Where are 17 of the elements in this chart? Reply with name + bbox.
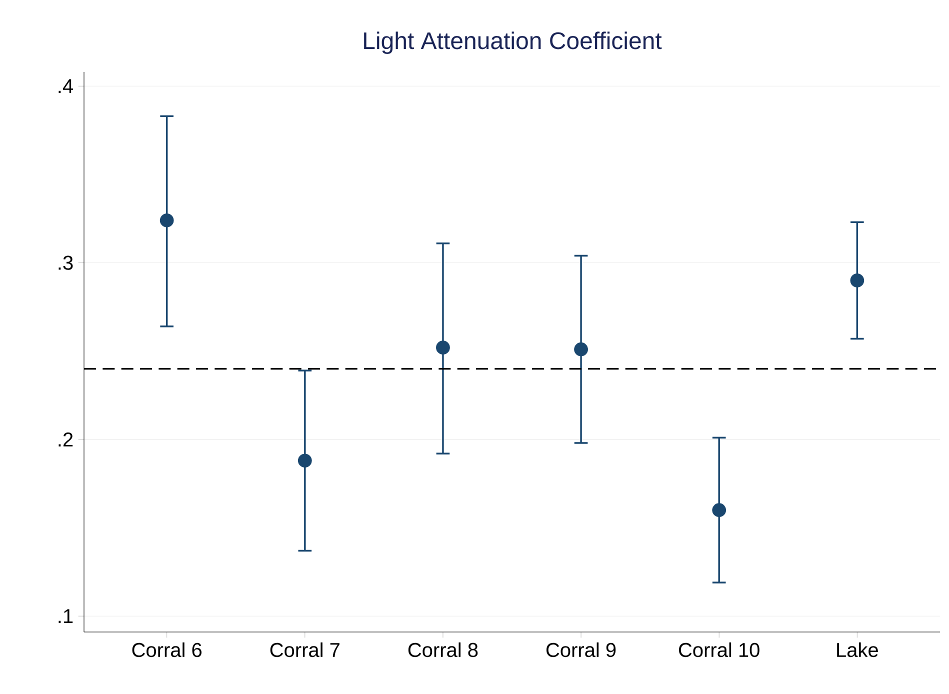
x-tick-label: Corral 9	[546, 642, 616, 658]
y-tick-label: .3	[58, 256, 73, 270]
y-tick-label: .2	[58, 432, 73, 446]
point	[574, 342, 588, 356]
x-tick-label: Corral 6	[132, 642, 202, 658]
x-tick-label: Corral 7	[270, 642, 340, 658]
x-tick-label: Corral 8	[408, 642, 478, 658]
y-tick-label: .4	[58, 79, 74, 94]
chart-title: Light Attenuation Coefficient	[364, 32, 662, 54]
point	[298, 454, 312, 468]
point	[160, 213, 174, 228]
point	[712, 503, 726, 518]
x-tick-label: Lake	[837, 642, 878, 658]
x-tick-label: Corral 10	[678, 642, 760, 658]
point	[850, 274, 864, 288]
point	[436, 340, 450, 355]
y-tick-label: .1	[58, 609, 73, 623]
